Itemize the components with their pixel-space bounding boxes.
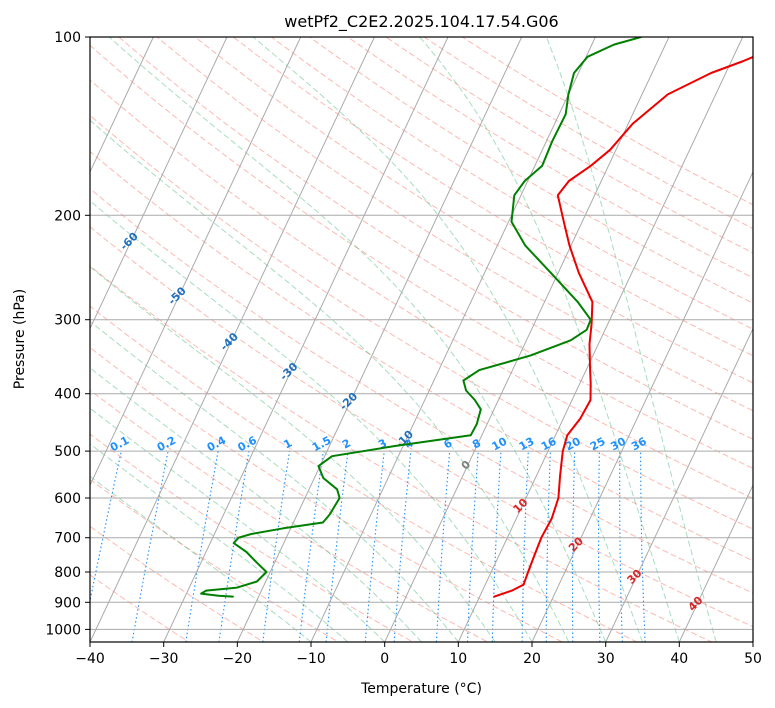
- isotherm-line: [90, 37, 375, 642]
- mixing-ratio-label: 20: [563, 435, 583, 454]
- y-axis-title: Pressure (hPa): [12, 289, 28, 389]
- axes: −40 −30 −20 −10 0 10 20 30 40 50 100 200 300 400 500 60…: [45, 30, 762, 667]
- y-tick-label: 400: [54, 387, 81, 403]
- moist-adiabat-line: [108, 37, 607, 642]
- dewpoint-line: [200, 37, 642, 598]
- dry-adiabat-line: [90, 346, 564, 642]
- y-tick-label: 700: [54, 531, 81, 547]
- dry-adiabat-line: [90, 226, 753, 628]
- dry-adiabat-line: [90, 44, 753, 470]
- x-tick-label: 50: [744, 651, 762, 667]
- x-axis-title: Temperature (°C): [360, 681, 482, 697]
- moist-adiabat-line: [90, 266, 496, 642]
- dry-adiabat-line: [270, 37, 753, 330]
- x-tick-label: 10: [449, 651, 467, 667]
- y-tick-label: 300: [54, 313, 81, 329]
- isotherm-line: [531, 170, 753, 642]
- moist-adiabat-line: [90, 119, 570, 642]
- x-tick-label: −20: [223, 651, 253, 667]
- isotherm-line: [678, 484, 753, 642]
- temperature-line: [493, 55, 753, 598]
- mixing-ratio-label: 13: [517, 435, 537, 454]
- x-tick-label: 40: [670, 651, 688, 667]
- dry-adiabat-line: [90, 265, 713, 642]
- x-tick-label: −30: [149, 651, 179, 667]
- mixing-ratio-label: 16: [539, 435, 559, 454]
- x-tick-label: 0: [380, 651, 389, 667]
- isotherm-line: [90, 37, 228, 330]
- dry-adiabat-line: [90, 305, 639, 642]
- mixing-ratio-label: 30: [608, 435, 628, 454]
- y-tick-label: 500: [54, 444, 81, 460]
- dry-adiabat-line: [90, 188, 753, 594]
- grid-lines: [90, 37, 753, 642]
- isotherm-line: [163, 37, 449, 642]
- dry-adiabat-line: [118, 37, 753, 440]
- mixing-ratio-label: 36: [629, 435, 649, 454]
- moist-adiabat-line: [90, 367, 422, 642]
- plot-frame: [89, 36, 754, 643]
- isotherm-line: [310, 37, 596, 642]
- y-tick-label: 200: [54, 208, 81, 224]
- y-tick-label: 1000: [45, 622, 81, 638]
- moist-adiabat-line: [90, 200, 533, 642]
- isotherm-line: [90, 37, 154, 174]
- dry-adiabat-line: [90, 114, 753, 530]
- sounding-series: [200, 37, 753, 598]
- dry-adiabat-line: [90, 433, 414, 642]
- y-tick-label: 600: [54, 491, 81, 507]
- dry-adiabat-line: [90, 389, 489, 642]
- dry-adiabat-line: [308, 37, 753, 304]
- y-tick-label: 100: [54, 30, 81, 46]
- moist-adiabat-line: [90, 320, 459, 642]
- chart-title: wetPf2_C2E2.2025.104.17.54.G06: [284, 12, 558, 32]
- y-tick-label: 800: [54, 565, 81, 581]
- x-tick-label: 30: [597, 651, 615, 667]
- dry-adiabat-line: [90, 478, 340, 642]
- dry-adiabat-line: [90, 150, 753, 562]
- mixing-ratio-label: 25: [588, 435, 608, 454]
- isotherm-line: [457, 37, 744, 642]
- x-tick-label: 20: [523, 651, 541, 667]
- mixing-ratio-label: 10: [490, 435, 510, 454]
- moist-adiabat-line: [252, 37, 643, 642]
- moist-adiabat-line: [545, 37, 717, 642]
- moist-adiabat-line: [419, 37, 680, 642]
- isotherm-line: [605, 327, 753, 642]
- moist-adiabat-line: [90, 407, 386, 642]
- isotherm-line: [90, 37, 302, 487]
- x-tick-label: −10: [296, 651, 326, 667]
- x-tick-label: −40: [75, 651, 105, 667]
- y-tick-label: 900: [54, 595, 81, 611]
- dry-adiabat-line: [156, 37, 753, 412]
- dry-adiabat-line: [90, 574, 190, 642]
- isotherm-line: [236, 37, 523, 642]
